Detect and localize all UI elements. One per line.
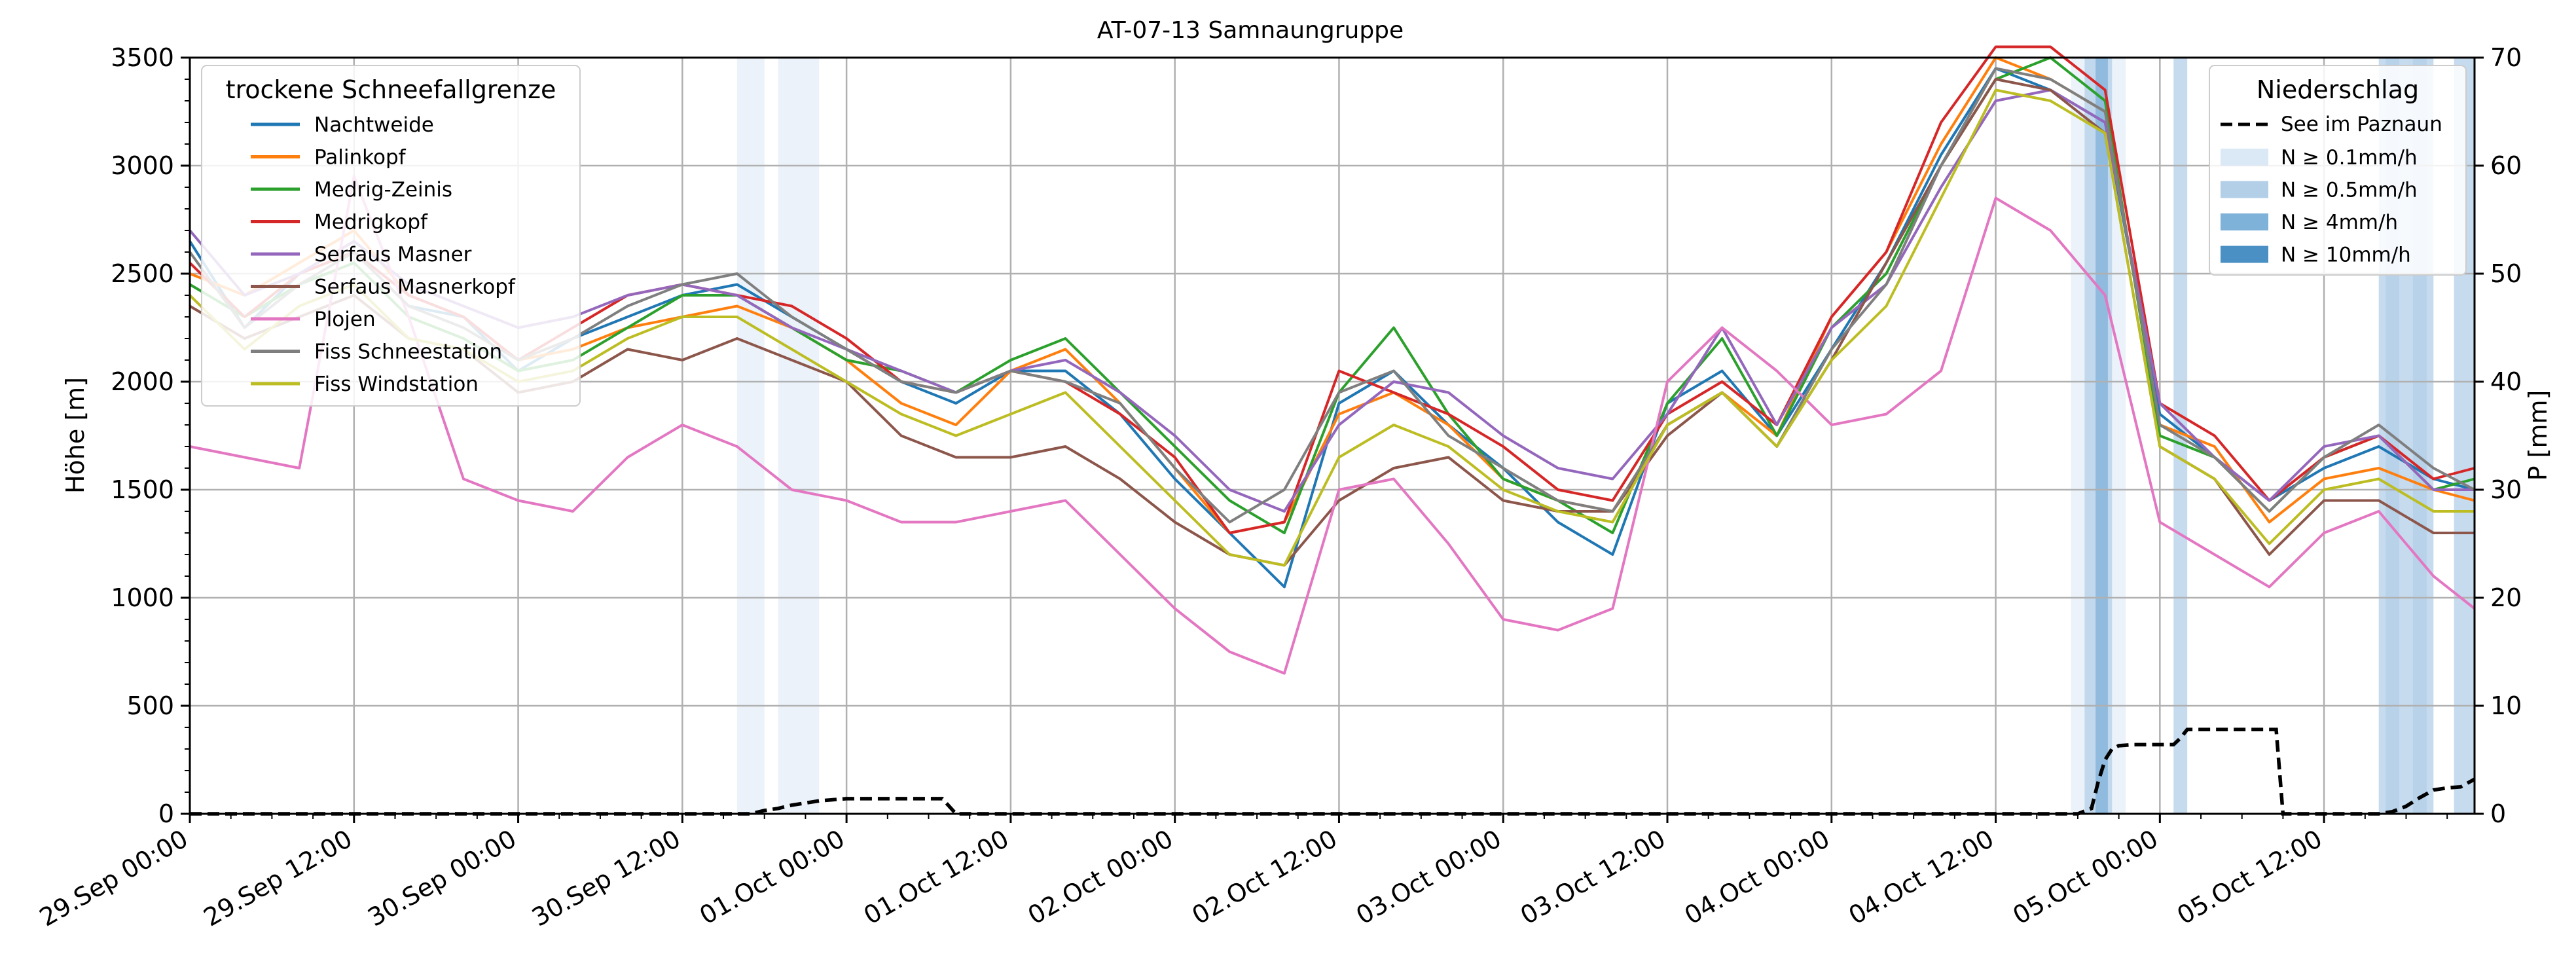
legend-left-label: Medrigkopf [314, 211, 428, 234]
legend-left-label: Serfaus Masner [314, 243, 472, 266]
precip-band [778, 58, 820, 814]
y-tick-label: 0 [158, 799, 174, 828]
series-line [189, 175, 2476, 675]
y-tick-label: 1500 [111, 475, 174, 504]
legend-band-swatch [2221, 246, 2268, 263]
y-right-tick-label: 10 [2490, 691, 2522, 720]
y-right-tick-label: 70 [2490, 43, 2522, 72]
legend-band-swatch [2221, 213, 2268, 230]
y-right-tick-label: 50 [2490, 259, 2522, 288]
y-right-tick-label: 60 [2490, 151, 2522, 180]
legend-left-label: Plojen [314, 308, 376, 331]
legend-left-label: Fiss Schneestation [314, 340, 502, 364]
y-right-tick-label: 20 [2490, 583, 2522, 612]
y-right-tick-label: 40 [2490, 367, 2522, 396]
precip-band [2095, 58, 2108, 814]
legend-right: Niederschlag See im Paznaun N ≥ 0.1mm/h N… [2209, 65, 2467, 276]
legend-left-label: Fiss Windstation [314, 373, 479, 396]
legend-precip-line-label: See im Paznaun [2281, 113, 2442, 136]
legend-band-swatch [2221, 149, 2268, 166]
legend-left-label: Palinkopf [314, 146, 407, 170]
legend-left: trockene Schneefallgrenze Nachtweide Pali… [201, 65, 581, 407]
legend-band-label: N ≥ 10mm/h [2281, 244, 2411, 267]
cumulative-precip-layer [190, 727, 2476, 816]
legend-band-label: N ≥ 0.5mm/h [2281, 179, 2418, 202]
cumulative-precip-line [190, 727, 2476, 816]
y-tick-label: 2500 [111, 259, 174, 288]
legend-band-label: N ≥ 0.1mm/h [2281, 146, 2418, 170]
legend-left-box [201, 65, 581, 407]
legend-left-label: Medrig-Zeinis [314, 178, 452, 202]
y-tick-label: 2000 [111, 367, 174, 396]
legend-band-label: N ≥ 4mm/h [2281, 211, 2398, 234]
legend-left-label: Serfaus Masnerkopf [314, 276, 516, 299]
y-right-tick-label: 30 [2490, 475, 2522, 504]
precip-band [736, 58, 765, 814]
chart-title: AT-07-13 Samnaungruppe [1097, 17, 1404, 44]
legend-left-title: trockene Schneefallgrenze [226, 75, 556, 104]
y-right-tick-label: 0 [2490, 799, 2506, 828]
legend-band-swatch [2221, 181, 2268, 198]
y-axis-right-label: P [mm] [2524, 390, 2552, 481]
y-tick-label: 1000 [111, 583, 174, 612]
legend-right-box [2209, 65, 2467, 276]
legend-right-title: Niederschlag [2257, 75, 2419, 104]
y-tick-label: 500 [126, 691, 174, 720]
y-tick-label: 3000 [111, 151, 174, 180]
y-axis-label: Höhe [m] [61, 377, 90, 494]
legend-left-label: Nachtweide [314, 113, 434, 137]
y-tick-label: 3500 [111, 43, 174, 72]
plot-frame [189, 56, 2476, 815]
